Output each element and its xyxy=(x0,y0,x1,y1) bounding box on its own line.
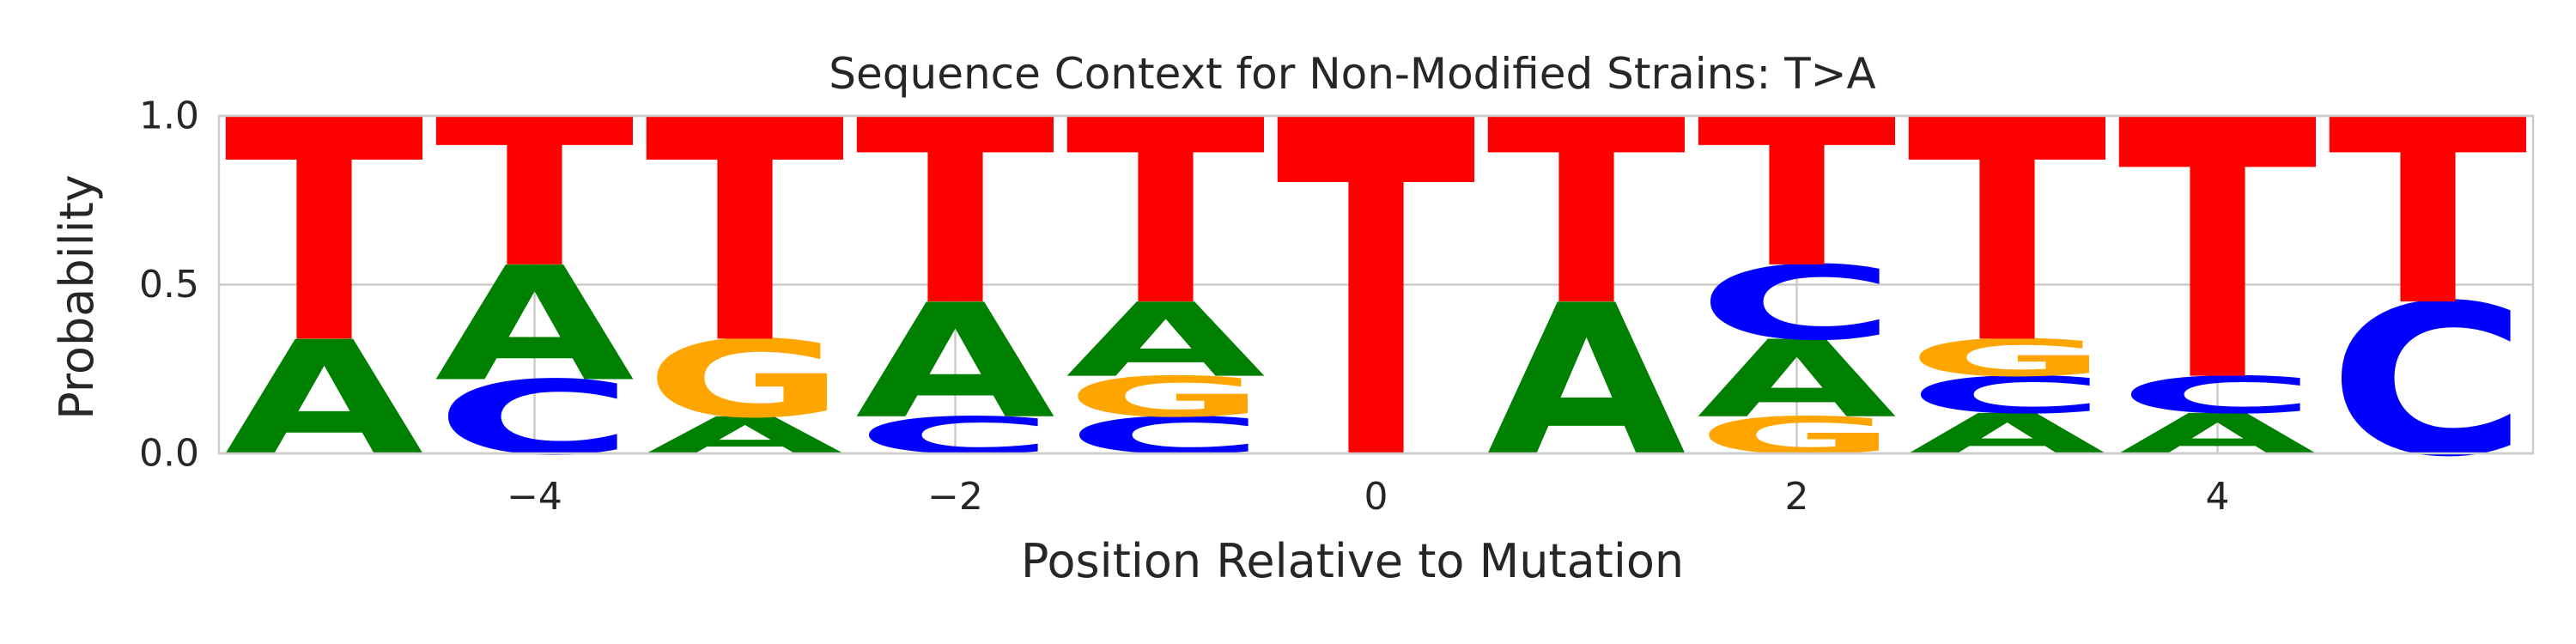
logo-letter-C: C xyxy=(2117,366,2318,425)
logo-letter-A: A xyxy=(1486,261,1688,502)
logo-letter-A: A xyxy=(1066,282,1266,400)
plot-frame xyxy=(217,114,2535,455)
x-tick-label: −2 xyxy=(927,475,983,519)
x-tick-label: −4 xyxy=(507,475,562,519)
logo-letter-C: C xyxy=(1907,366,2107,425)
logo-letter-A: A xyxy=(645,406,845,465)
y-tick-label: 1.0 xyxy=(139,94,199,138)
logo-letter-C: C xyxy=(1066,406,1266,465)
logo-letter-T: T xyxy=(855,66,1057,362)
logo-letter-G: G xyxy=(645,318,845,441)
logo-letter-A: A xyxy=(434,234,635,416)
logo-letter-G: G xyxy=(1066,365,1266,429)
logo-letter-C: C xyxy=(1697,245,1897,363)
logo-letter-T: T xyxy=(2117,46,2319,460)
logo-letter-T: T xyxy=(645,57,847,411)
logo-letter-C: C xyxy=(2328,260,2528,502)
logo-letter-A: A xyxy=(224,307,424,490)
x-tick-label: 2 xyxy=(1785,475,1809,519)
logo-letter-G: G xyxy=(1907,329,2107,388)
logo-letter-A: A xyxy=(855,270,1055,453)
logo-letter-T: T xyxy=(1486,66,1688,362)
logo-letter-T: T xyxy=(434,76,636,313)
x-tick-label: 0 xyxy=(1364,475,1388,519)
logo-letter-C: C xyxy=(434,360,635,478)
y-tick-label: 0.0 xyxy=(139,432,199,476)
tick-labels: −4 −2 0 2 4 0.0 0.5 1.0 xyxy=(139,94,2229,519)
logo-letter-T: T xyxy=(1066,66,1267,362)
x-axis-label: Position Relative to Mutation xyxy=(1021,534,1684,588)
logo-letter-A: A xyxy=(1697,319,1897,442)
logo-letter-A: A xyxy=(1907,402,2107,466)
logo-letter-T: T xyxy=(1907,57,2109,411)
y-axis-label: Probability xyxy=(50,174,104,419)
logo-letter-G: G xyxy=(1697,406,1897,465)
logo-letter-T: T xyxy=(1697,76,1899,313)
x-tick-label: 4 xyxy=(2206,475,2230,519)
logo-letter-C: C xyxy=(855,406,1055,465)
logo-letter-T: T xyxy=(224,57,426,411)
y-tick-label: 0.5 xyxy=(139,263,199,307)
logo-letter-A: A xyxy=(2117,402,2318,466)
logo-letter-T: T xyxy=(2328,66,2530,362)
chart-title: Sequence Context for Non-Modified Strain… xyxy=(829,49,1875,99)
